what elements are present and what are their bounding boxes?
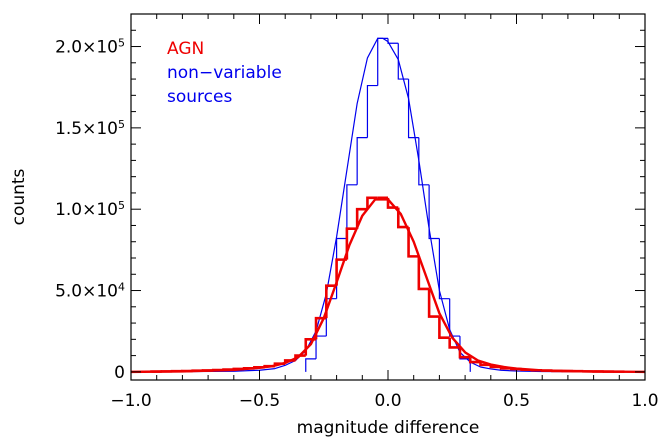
histogram-bin-agn [427, 288, 440, 318]
histogram-bin-agn [479, 362, 491, 367]
ticks-layer [130, 14, 646, 380]
histogram-bin-agn [396, 207, 409, 229]
legend-entry-agn: AGN [167, 39, 204, 59]
histogram-bin-agn [366, 196, 378, 210]
fit-curve-agn [131, 198, 645, 374]
y-tick-label: 0 [114, 363, 125, 383]
histogram-bin-agn [468, 357, 481, 364]
legend-entry-nonvariable: sources [167, 87, 232, 107]
histogram-bin-nonvariable [387, 38, 399, 44]
legend: AGN non−variable sources [167, 39, 282, 107]
histogram-bin-nonvariable [428, 184, 440, 240]
histogram-bin-agn [438, 316, 450, 340]
y-tick-label: 1.0×105 [55, 199, 125, 221]
x-tick-label: −1.0 [110, 391, 151, 411]
y-tick-label: 2.0×105 [55, 36, 125, 58]
y-tick-label: 5.0×104 [55, 280, 125, 302]
x-tick-label: 1.0 [631, 391, 658, 411]
histogram-bin-agn [448, 337, 460, 349]
histogram-bin-nonvariable [366, 84, 378, 138]
histogram-bin-nonvariable [438, 238, 450, 300]
histogram-bin-nonvariable [377, 37, 388, 86]
histogram-bin-nonvariable [397, 43, 409, 80]
histogram-bin-agn [335, 258, 347, 286]
y-tick-label: 1.5×105 [55, 117, 125, 139]
histogram-bin-nonvariable [315, 335, 327, 359]
histogram-bin-agn [325, 284, 337, 319]
series-agn [131, 196, 645, 374]
x-tick-label: 0.0 [374, 391, 401, 411]
histogram-bin-nonvariable [418, 137, 430, 186]
series-layer [131, 37, 645, 374]
tick-labels-layer: −1.0 −0.5 0.0 0.5 1.0 0 5.0×104 1.0×105 1.5×105 2… [55, 36, 658, 411]
x-tick-label: −0.5 [239, 391, 280, 411]
series-nonvariable [131, 37, 645, 373]
x-axis-label: magnitude difference [297, 418, 480, 438]
histogram-bin-agn [417, 256, 430, 291]
histogram-bin-agn [407, 227, 419, 258]
x-tick-label: 0.5 [503, 391, 530, 411]
histogram-bin-nonvariable [346, 184, 358, 239]
y-axis-label: counts [9, 168, 29, 225]
histogram-bin-nonvariable [305, 358, 317, 372]
histogram-bin-nonvariable [356, 137, 368, 185]
histogram-bin-agn [458, 347, 471, 359]
legend-entry-nonvariable: non−variable [167, 63, 282, 83]
histogram-bin-nonvariable [449, 298, 460, 337]
histogram-bin-agn [355, 207, 368, 229]
